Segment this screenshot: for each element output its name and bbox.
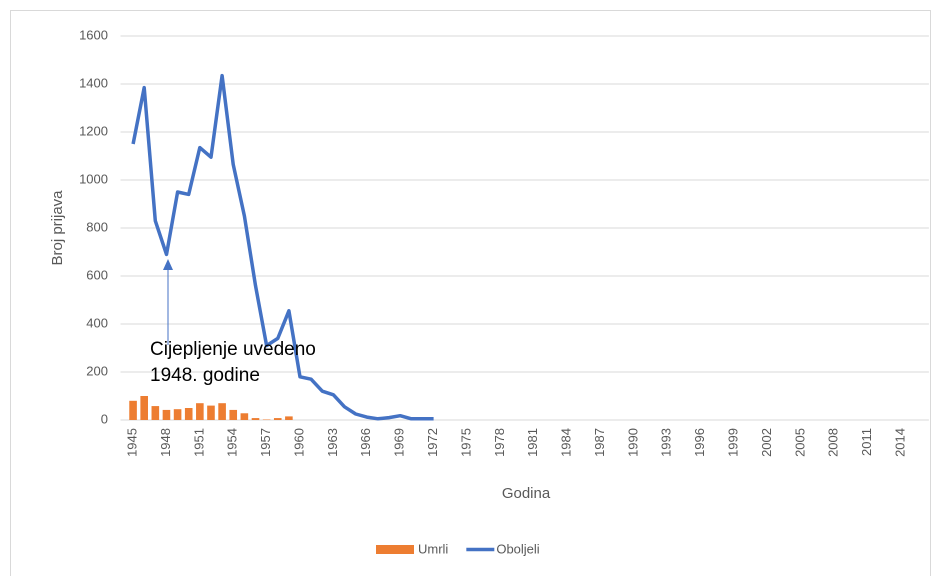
- y-tick-label: 800: [86, 219, 108, 234]
- x-tick-label: 1945: [125, 428, 140, 457]
- x-tick-label: 1951: [191, 428, 206, 457]
- bar: [207, 405, 215, 420]
- x-tick-label: 1984: [559, 428, 574, 457]
- grid: 0 200 400 600 800 1000 1200 1400 1600 1945 1948 195…: [79, 27, 929, 457]
- bar: [218, 403, 226, 420]
- x-tick-label: 2008: [826, 428, 841, 457]
- line: [131, 73, 434, 421]
- legend-label: Umrli: [418, 541, 448, 556]
- bar: [173, 409, 182, 420]
- x-tick-label: 2002: [759, 428, 774, 457]
- legend: Umrli Oboljeli: [376, 541, 540, 556]
- x-tick-label: 1981: [525, 428, 540, 457]
- y-tick-label: 1400: [79, 75, 108, 90]
- bar: [162, 409, 171, 420]
- legend-label: Oboljeli: [496, 541, 539, 556]
- bar: [229, 409, 238, 420]
- annotation-line: 1948. godine: [150, 365, 260, 386]
- x-tick-label: 1957: [258, 428, 273, 457]
- bar: [129, 400, 137, 420]
- annotation-arrowhead: [163, 259, 173, 270]
- x-tick-label: 2014: [892, 428, 907, 457]
- x-tick-label: 1990: [625, 428, 640, 457]
- x-tick-label: 1954: [225, 428, 240, 457]
- x-tick-label: 1975: [458, 428, 473, 457]
- bar: [184, 408, 193, 420]
- y-tick-label: 0: [101, 411, 108, 426]
- x-tick-label: 1978: [492, 428, 507, 457]
- x-tick-label: 1963: [325, 428, 340, 457]
- x-tick-label: 1960: [291, 428, 306, 457]
- x-tick-label: 1987: [592, 428, 607, 457]
- x-tick-label: 2011: [859, 428, 874, 456]
- x-tick-label: 1972: [425, 428, 440, 457]
- x-axis-label: Godina: [502, 485, 551, 502]
- bar: [151, 406, 160, 420]
- x-tick-label: 1948: [158, 428, 173, 457]
- y-tick-label: 1600: [79, 27, 108, 42]
- x-tick-label: 2005: [792, 428, 807, 457]
- bar: [240, 413, 249, 420]
- x-tick-label: 1996: [692, 428, 707, 457]
- y-tick-label: 1000: [79, 171, 108, 186]
- x-tick-label: 1969: [392, 428, 407, 457]
- bar: [273, 418, 282, 420]
- y-tick-label: 200: [86, 363, 108, 378]
- y-tick-label: 1200: [79, 123, 108, 138]
- x-tick-label: 1966: [358, 428, 373, 457]
- marks: [129, 73, 434, 421]
- bar: [140, 396, 148, 420]
- bar: [285, 416, 293, 420]
- y-axis-label: Broj prijava: [49, 190, 66, 266]
- x-tick-label: 1993: [659, 428, 674, 457]
- bar: [251, 418, 260, 420]
- chart-frame: [10, 10, 931, 576]
- y-tick-label: 600: [86, 267, 108, 282]
- bar: [196, 403, 204, 420]
- legend-swatch: [376, 545, 414, 554]
- y-tick-label: 400: [86, 315, 108, 330]
- annotation-line: Cijepljenje uvedeno: [150, 339, 316, 360]
- x-tick-label: 1999: [726, 428, 741, 457]
